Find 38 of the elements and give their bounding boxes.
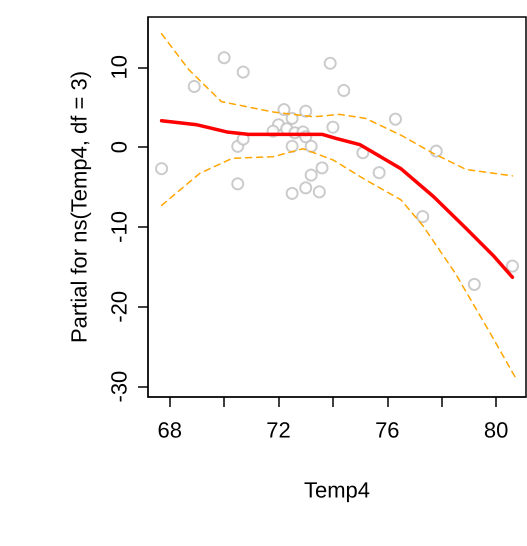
y-tick-label: 10: [106, 55, 132, 80]
point: [188, 80, 201, 93]
y-tick-label: -20: [106, 290, 132, 323]
point: [430, 144, 443, 158]
point: [337, 84, 350, 97]
point: [299, 181, 312, 194]
point: [304, 168, 318, 182]
point: [155, 162, 168, 176]
y-tick-label: 0: [106, 141, 132, 154]
y-tick-label: -30: [106, 370, 132, 403]
y-tick-label: -10: [106, 211, 132, 243]
point: [468, 278, 481, 291]
x-tick-label: 72: [266, 418, 291, 442]
point: [326, 120, 340, 134]
point: [506, 260, 519, 273]
point: [286, 112, 299, 125]
point: [312, 185, 326, 198]
point: [388, 112, 402, 126]
point: [299, 104, 312, 118]
x-tick-label: 68: [158, 418, 182, 442]
point: [372, 166, 386, 180]
x-tick-label: 80: [484, 418, 508, 442]
line-series: [160, 148, 516, 378]
point: [316, 161, 329, 174]
point: [286, 186, 299, 200]
point: [277, 103, 290, 116]
line-series: [160, 119, 514, 279]
point: [324, 56, 337, 70]
point: [231, 177, 244, 190]
line-series: [160, 33, 514, 177]
x-tick-label: 76: [375, 418, 400, 442]
point: [304, 140, 318, 153]
point: [286, 140, 299, 153]
point: [218, 51, 231, 64]
point: [416, 210, 430, 224]
y-axis-title: Partial for ns(Temp4, df = 3): [66, 70, 92, 344]
x-axis-title: Temp4: [304, 478, 370, 502]
point: [236, 66, 250, 79]
